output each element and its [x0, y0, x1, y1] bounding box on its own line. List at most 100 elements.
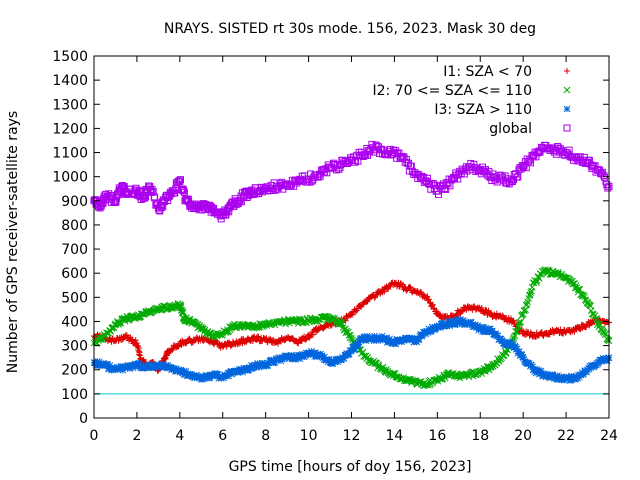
x-tick-label: 18 [471, 428, 489, 444]
y-tick-label: 700 [61, 242, 88, 258]
series-2-marker [510, 334, 518, 341]
series-2-marker [512, 328, 520, 335]
x-tick-label: 0 [90, 428, 99, 444]
series-2-marker [533, 279, 540, 287]
series-3-marker [325, 356, 333, 364]
series-4-marker [514, 173, 522, 181]
series-2-marker [252, 322, 260, 330]
series-3-marker [252, 363, 260, 371]
series-4-marker [354, 157, 362, 165]
series-2-marker [179, 308, 187, 315]
series-3-marker [461, 321, 469, 328]
series-4-marker [359, 152, 367, 160]
y-tick-label: 1300 [52, 97, 88, 113]
series-1-marker [470, 303, 477, 310]
legend: I1: SZA < 70 I2: 70 <= SZA <= 110 I3: SZA … [372, 64, 571, 137]
series-3-marker [449, 317, 457, 325]
series-1-marker [571, 328, 578, 335]
series-1-marker [200, 337, 207, 344]
series-4-marker [335, 165, 343, 173]
y-tick-label: 900 [61, 194, 88, 210]
series-2-marker [513, 328, 521, 336]
series-3-marker [603, 354, 610, 362]
series-1-marker [510, 317, 517, 324]
series-3-marker [439, 319, 446, 327]
series-1-marker [458, 308, 465, 315]
series-4-marker [180, 186, 188, 194]
legend-marker [563, 105, 571, 113]
series-1-marker [175, 343, 182, 350]
series-1-marker [227, 342, 234, 349]
y-tick-label: 100 [61, 387, 88, 403]
series-1-marker [499, 312, 506, 319]
series-3-marker [519, 354, 527, 362]
series-3-marker [513, 345, 521, 353]
x-tick-label: 4 [175, 428, 184, 444]
series-4-marker [352, 156, 360, 164]
series-2-marker [502, 350, 510, 358]
y-tick-label: 600 [61, 266, 88, 282]
series-4-marker [332, 166, 340, 174]
series-3-marker [288, 351, 295, 359]
series-3-marker [422, 330, 430, 338]
series-4 [90, 140, 613, 223]
series-1-marker [223, 343, 230, 350]
series-1-marker [429, 301, 436, 308]
series-3-marker [530, 366, 538, 374]
series-1-marker [397, 280, 404, 287]
series-1-marker [424, 293, 431, 300]
series-1-marker [310, 331, 317, 338]
series-3-marker [603, 357, 611, 364]
series-4-marker [164, 196, 172, 204]
x-tick-label: 8 [261, 428, 270, 444]
series-2-marker [517, 318, 525, 326]
series-3-marker [108, 366, 115, 374]
y-tick-label: 1400 [52, 73, 88, 89]
legend-marker [563, 86, 571, 94]
series-3-marker [485, 328, 492, 336]
series-4-marker [402, 155, 410, 163]
series-3-marker [319, 354, 327, 362]
series-1-marker [169, 347, 176, 354]
series-4-marker [176, 176, 184, 184]
series-3-marker [383, 334, 390, 342]
series-4-marker [148, 185, 156, 193]
series-3-marker [436, 324, 444, 331]
series-2-marker [97, 334, 105, 342]
x-tick-label: 14 [386, 428, 404, 444]
series-3-marker [256, 363, 263, 371]
y-tick-label: 0 [79, 411, 88, 427]
series-3-marker [355, 338, 363, 346]
series-3-marker [208, 371, 216, 378]
series-4-marker [112, 198, 120, 206]
series-3-marker [477, 325, 485, 333]
series-4-marker [461, 165, 469, 173]
series-3-marker [531, 365, 539, 373]
series-4-marker [407, 162, 415, 170]
legend-label: global [489, 121, 532, 137]
chart-title: NRAYS. SISTED rt 30s mode. 156, 2023. Ma… [164, 21, 536, 37]
series-3-marker [560, 376, 568, 384]
series-3-marker [225, 372, 233, 380]
series-2-marker [593, 315, 601, 322]
series-4-marker [601, 173, 609, 181]
series-3-marker [597, 358, 605, 365]
series-1-marker [406, 283, 413, 290]
series-3-marker [538, 369, 545, 377]
series-3-marker [392, 340, 400, 348]
series-1-marker [538, 329, 545, 336]
series-layer [90, 140, 613, 390]
series-3-marker [446, 322, 453, 330]
series-4-marker [565, 146, 573, 154]
series-3-marker [340, 355, 348, 363]
x-axis-label: GPS time [hours of doy 156, 2023] [229, 459, 472, 475]
series-2-marker [574, 286, 582, 293]
series-2-marker [364, 354, 372, 361]
series-1-marker [482, 306, 489, 313]
series-4-marker [92, 196, 100, 204]
series-3-marker [311, 349, 319, 357]
series-4-marker [524, 158, 532, 166]
series-1-marker [344, 313, 351, 320]
series-3-marker [296, 355, 304, 363]
